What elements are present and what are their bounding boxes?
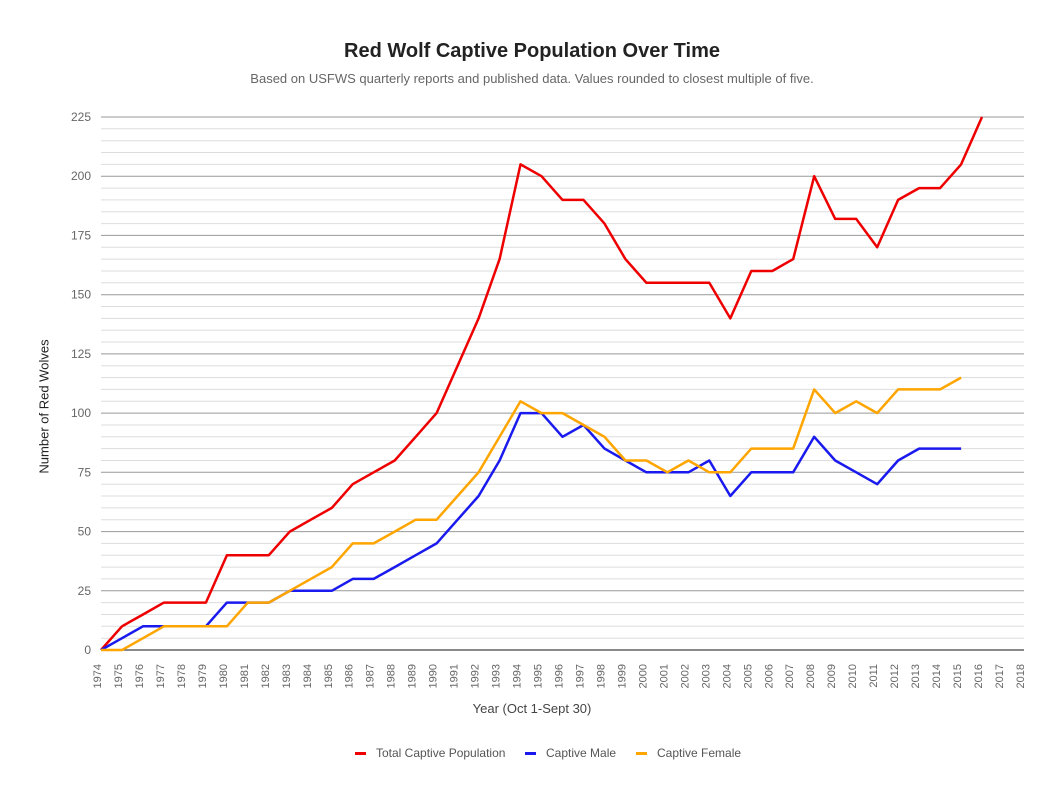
svg-text:75: 75 bbox=[78, 465, 92, 479]
svg-text:1992: 1992 bbox=[470, 664, 482, 688]
svg-text:125: 125 bbox=[71, 347, 91, 361]
svg-text:1999: 1999 bbox=[616, 664, 628, 688]
svg-text:2003: 2003 bbox=[700, 664, 712, 688]
svg-text:1976: 1976 bbox=[134, 664, 146, 688]
svg-text:100: 100 bbox=[71, 406, 91, 420]
svg-text:2001: 2001 bbox=[658, 664, 670, 688]
svg-text:1986: 1986 bbox=[344, 664, 356, 688]
svg-text:1982: 1982 bbox=[260, 664, 272, 688]
svg-text:2011: 2011 bbox=[868, 664, 880, 688]
svg-text:2010: 2010 bbox=[847, 664, 859, 688]
svg-text:1983: 1983 bbox=[281, 664, 293, 688]
svg-text:1977: 1977 bbox=[155, 664, 167, 688]
svg-text:1991: 1991 bbox=[449, 664, 461, 688]
svg-text:1998: 1998 bbox=[596, 664, 608, 688]
svg-text:1993: 1993 bbox=[491, 664, 503, 688]
svg-text:0: 0 bbox=[84, 643, 91, 657]
svg-text:1984: 1984 bbox=[302, 664, 314, 688]
svg-text:2016: 2016 bbox=[973, 664, 985, 688]
svg-text:2013: 2013 bbox=[910, 664, 922, 688]
svg-text:2005: 2005 bbox=[742, 664, 754, 688]
svg-text:2018: 2018 bbox=[1015, 664, 1027, 688]
svg-text:1987: 1987 bbox=[365, 664, 377, 688]
svg-text:2008: 2008 bbox=[805, 664, 817, 688]
svg-text:2007: 2007 bbox=[784, 664, 796, 688]
svg-text:2014: 2014 bbox=[931, 664, 943, 688]
svg-text:1988: 1988 bbox=[386, 664, 398, 688]
svg-text:2002: 2002 bbox=[679, 664, 691, 688]
svg-text:2000: 2000 bbox=[637, 664, 649, 688]
svg-text:2017: 2017 bbox=[994, 664, 1006, 688]
svg-text:1994: 1994 bbox=[512, 664, 524, 688]
svg-text:2009: 2009 bbox=[826, 664, 838, 688]
svg-text:50: 50 bbox=[78, 525, 92, 539]
svg-text:25: 25 bbox=[78, 584, 92, 598]
svg-text:150: 150 bbox=[71, 288, 91, 302]
svg-text:1996: 1996 bbox=[554, 664, 566, 688]
svg-text:1980: 1980 bbox=[218, 664, 230, 688]
svg-text:1989: 1989 bbox=[407, 664, 419, 688]
svg-text:225: 225 bbox=[71, 110, 91, 124]
svg-text:1981: 1981 bbox=[239, 664, 251, 688]
svg-text:2004: 2004 bbox=[721, 664, 733, 688]
svg-text:200: 200 bbox=[71, 169, 91, 183]
svg-text:1974: 1974 bbox=[92, 664, 104, 688]
svg-text:1997: 1997 bbox=[575, 664, 587, 688]
svg-text:1995: 1995 bbox=[533, 664, 545, 688]
svg-text:2006: 2006 bbox=[763, 664, 775, 688]
svg-text:2015: 2015 bbox=[952, 664, 964, 688]
svg-text:1990: 1990 bbox=[428, 664, 440, 688]
svg-text:1975: 1975 bbox=[113, 664, 125, 688]
svg-text:1985: 1985 bbox=[323, 664, 335, 688]
svg-text:1978: 1978 bbox=[176, 664, 188, 688]
svg-text:1979: 1979 bbox=[197, 664, 209, 688]
svg-text:175: 175 bbox=[71, 228, 91, 242]
svg-text:2012: 2012 bbox=[889, 664, 901, 688]
